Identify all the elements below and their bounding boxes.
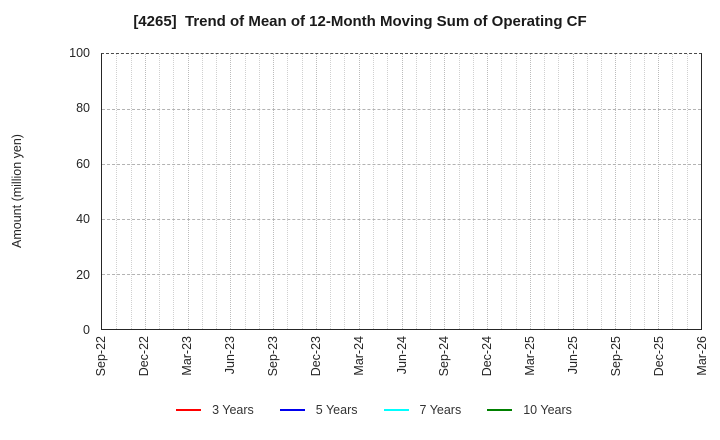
gridline-vertical [315,54,317,329]
gridline-vertical [544,54,546,329]
gridline-vertical [144,54,146,329]
gridline-vertical [586,54,588,329]
gridline-vertical [201,54,203,329]
gridline-vertical [130,54,132,329]
legend-line-swatch [487,409,513,411]
gridline-vertical [430,54,432,329]
gridline-vertical [458,54,460,329]
gridline-vertical [686,54,688,329]
legend-label: 3 Years [212,403,254,417]
gridline-vertical [472,54,474,329]
gridline-vertical [529,54,531,329]
gridline-vertical [658,54,660,329]
y-axis-label: Amount (million yen) [10,134,24,248]
gridline-vertical [387,54,389,329]
gridline-vertical [173,54,175,329]
gridline-horizontal [102,274,701,275]
legend-label: 10 Years [523,403,572,417]
gridline-vertical [116,54,118,329]
legend-item: 7 Years [383,403,462,417]
gridline-vertical [244,54,246,329]
plot-area [101,53,702,330]
y-tick-label: 20 [76,267,90,282]
legend-line-swatch [176,409,202,411]
gridline-vertical [444,54,446,329]
legend-item: 3 Years [176,403,254,417]
gridline-vertical [672,54,674,329]
gridline-horizontal [102,219,701,220]
x-tick-label: Sep-24 [437,336,452,377]
gridline-vertical [515,54,517,329]
gridline-vertical [372,54,374,329]
gridline-vertical [159,54,161,329]
gridline-vertical [287,54,289,329]
x-tick-label: Dec-22 [136,336,151,377]
x-tick-label: Dec-25 [652,336,667,377]
gridline-vertical [629,54,631,329]
x-tick-label: Jun-23 [222,336,237,375]
y-tick-label: 100 [69,46,90,60]
x-tick-label: Jun-24 [394,336,409,375]
y-tick-label: 60 [76,156,90,171]
x-tick-label: Dec-23 [308,336,323,377]
legend-item: 5 Years [279,403,358,417]
y-tick-label: 40 [76,212,90,227]
gridline-vertical [558,54,560,329]
x-tick-label: Sep-25 [609,336,624,377]
gridline-vertical [258,54,260,329]
y-tick-label: 0 [83,323,90,337]
x-tick-label: Sep-23 [265,336,280,377]
x-tick-label: Mar-25 [523,336,538,376]
x-tick-label: Mar-24 [351,336,366,376]
gridline-vertical [501,54,503,329]
legend-line-swatch [383,409,409,411]
y-tick-label: 80 [76,101,90,116]
legend: 3 Years 5 Years 7 Years 10 Years [0,403,720,417]
gridline-vertical [216,54,218,329]
gridline-vertical [301,54,303,329]
gridline-vertical [615,54,617,329]
legend-line-swatch [279,409,305,411]
gridline-vertical [643,54,645,329]
gridline-horizontal [102,109,701,110]
gridline-horizontal [102,164,701,165]
gridline-vertical [273,54,275,329]
x-tick-label: Mar-23 [179,336,194,376]
gridline-vertical [330,54,332,329]
gridline-vertical [344,54,346,329]
x-tick-label: Jun-25 [566,336,581,375]
gridline-vertical [415,54,417,329]
legend-label: 5 Years [315,403,358,417]
x-tick-label: Mar-26 [695,336,709,376]
legend-item: 10 Years [487,403,572,417]
gridline-vertical [358,54,360,329]
gridline-vertical [572,54,574,329]
x-tick-label: Dec-24 [480,336,495,377]
gridline-vertical [187,54,189,329]
gridline-vertical [487,54,489,329]
chart-title: [4265] Trend of Mean of 12-Month Moving … [133,13,587,30]
gridline-vertical [230,54,232,329]
gridline-vertical [601,54,603,329]
gridline-vertical [401,54,403,329]
legend-label: 7 Years [419,403,462,417]
x-tick-label: Sep-22 [94,336,108,377]
